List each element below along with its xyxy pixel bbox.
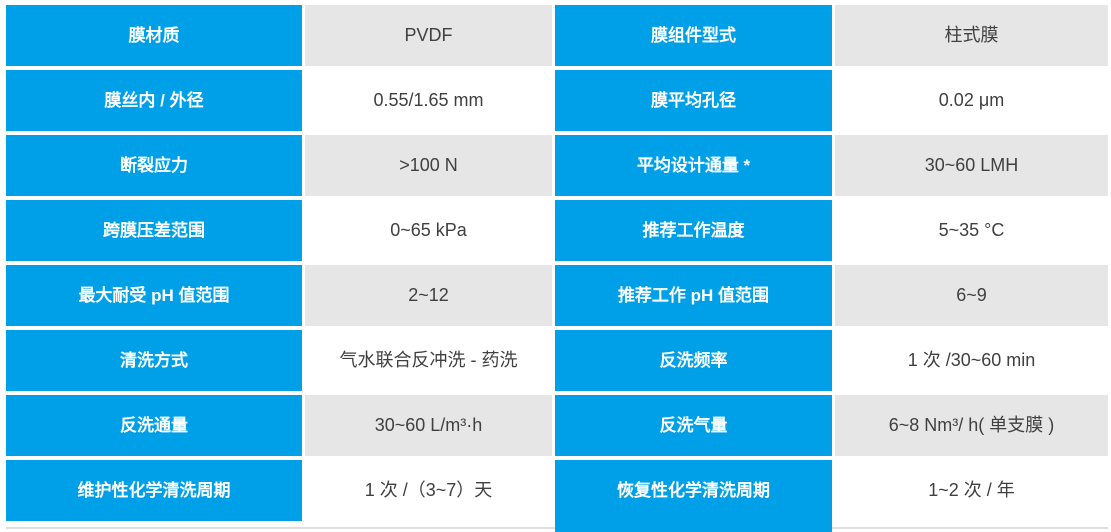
spec-label-recovery-cip-cycle: 恢复性化学清洗周期: [555, 460, 832, 521]
spec-value-pore-size: 0.02 μm: [835, 70, 1108, 131]
spec-label-membrane-material: 膜材质: [6, 5, 302, 66]
spec-label-cleaning-method: 清洗方式: [6, 330, 302, 391]
spec-value-fiber-diameter: 0.55/1.65 mm: [305, 70, 552, 131]
spec-label-breaking-strength: 断裂应力: [6, 135, 302, 196]
spec-label-backwash-air-flow: 反洗气量: [555, 395, 832, 456]
cutoff-next-row-strip: [555, 521, 832, 532]
spec-value-working-ph-range: 6~9: [835, 265, 1108, 326]
spec-value-backwash-frequency: 1 次 /30~60 min: [835, 330, 1108, 391]
spec-value-breaking-strength: >100 N: [305, 135, 552, 196]
spec-label-backwash-flux: 反洗通量: [6, 395, 302, 456]
spec-value-backwash-air-flow: 6~8 Nm³/ h( 单支膜 ): [835, 395, 1108, 456]
spec-value-recovery-cip-cycle: 1~2 次 / 年: [835, 460, 1108, 521]
spec-label-maintenance-cip-cycle: 维护性化学清洗周期: [6, 460, 302, 521]
spec-value-design-flux: 30~60 LMH: [835, 135, 1108, 196]
spec-label-backwash-frequency: 反洗频率: [555, 330, 832, 391]
spec-value-max-ph-range: 2~12: [305, 265, 552, 326]
spec-value-tmp-range: 0~65 kPa: [305, 200, 552, 261]
spec-value-backwash-flux: 30~60 L/m³·h: [305, 395, 552, 456]
spec-label-working-ph-range: 推荐工作 pH 值范围: [555, 265, 832, 326]
spec-value-maintenance-cip-cycle: 1 次 /（3~7）天: [305, 460, 552, 521]
spec-value-cleaning-method: 气水联合反冲洗 - 药洗: [305, 330, 552, 391]
spec-label-working-temperature: 推荐工作温度: [555, 200, 832, 261]
spec-label-fiber-diameter: 膜丝内 / 外径: [6, 70, 302, 131]
spec-value-membrane-material: PVDF: [305, 5, 552, 66]
spec-table: 膜材质 PVDF 膜组件型式 柱式膜 膜丝内 / 外径 0.55/1.65 mm…: [6, 5, 1108, 521]
spec-value-module-type: 柱式膜: [835, 5, 1108, 66]
spec-label-tmp-range: 跨膜压差范围: [6, 200, 302, 261]
spec-label-pore-size: 膜平均孔径: [555, 70, 832, 131]
spec-label-design-flux: 平均设计通量 *: [555, 135, 832, 196]
spec-label-module-type: 膜组件型式: [555, 5, 832, 66]
spec-label-max-ph-range: 最大耐受 pH 值范围: [6, 265, 302, 326]
spec-value-working-temperature: 5~35 °C: [835, 200, 1108, 261]
